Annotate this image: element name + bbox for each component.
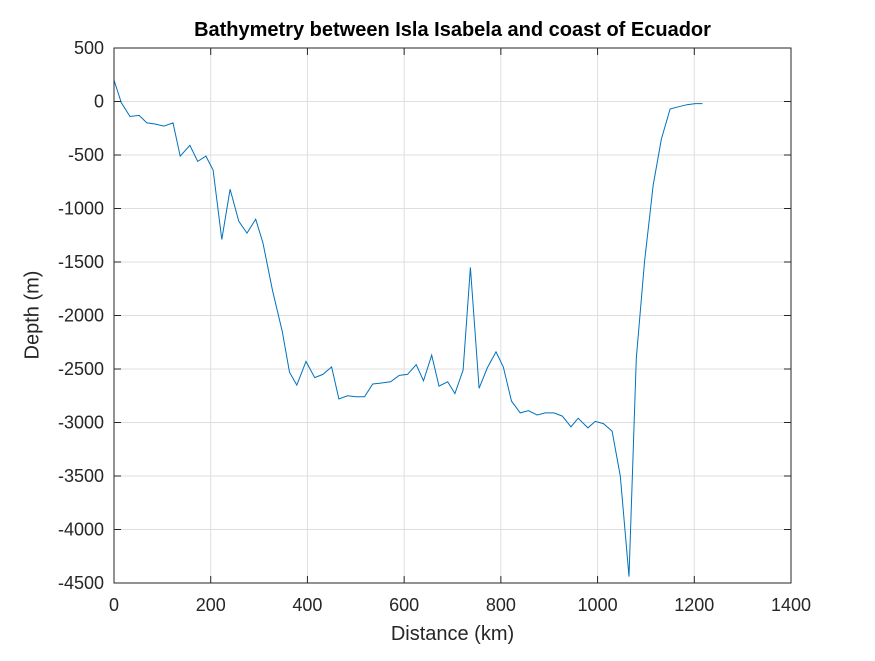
- x-tick-label: 1200: [674, 595, 714, 615]
- x-tick-label: 1400: [771, 595, 811, 615]
- y-tick-label: -3000: [58, 413, 104, 433]
- x-tick-label: 200: [196, 595, 226, 615]
- x-tick-label: 800: [486, 595, 516, 615]
- y-tick-label: -500: [68, 145, 104, 165]
- y-tick-label: -4500: [58, 573, 104, 593]
- y-tick-label: -2000: [58, 306, 104, 326]
- chart-title: Bathymetry between Isla Isabela and coas…: [194, 19, 711, 41]
- y-tick-label: 500: [74, 38, 104, 58]
- y-tick-label: 0: [94, 92, 104, 112]
- y-tick-label: -3500: [58, 466, 104, 486]
- y-tick-label: -1500: [58, 252, 104, 272]
- y-tick-label: -1000: [58, 199, 104, 219]
- x-tick-label: 1000: [578, 595, 618, 615]
- series-line: [113, 79, 703, 577]
- x-tick-label: 400: [292, 595, 322, 615]
- x-tick-label: 600: [389, 595, 419, 615]
- y-tick-label: -4000: [58, 520, 104, 540]
- y-axis-label: Depth (m): [21, 270, 44, 360]
- y-tick-label: -2500: [58, 359, 104, 379]
- x-axis-label: Distance (km): [390, 623, 515, 645]
- x-tick-label: 0: [109, 595, 119, 615]
